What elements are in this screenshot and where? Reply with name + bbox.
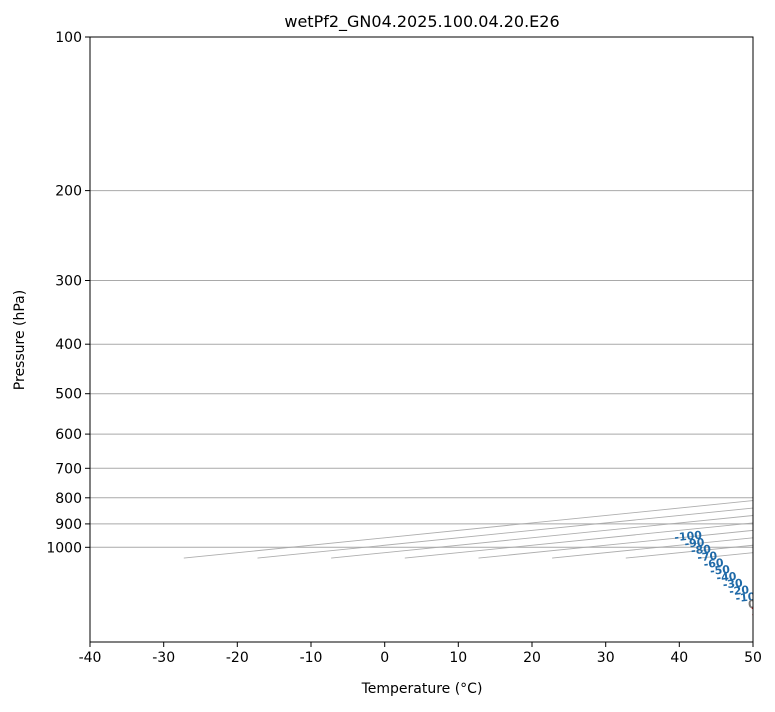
x-tick-label: 0: [380, 650, 389, 666]
y-tick-label: 600: [55, 427, 82, 443]
y-tick-label: 1000: [46, 540, 82, 556]
x-tick-label: 20: [523, 650, 541, 666]
x-tick-label: 40: [670, 650, 688, 666]
y-tick-label: 500: [55, 387, 82, 403]
x-tick-label: 30: [597, 650, 615, 666]
y-tick-label: 300: [55, 274, 82, 290]
y-tick-label: 900: [55, 517, 82, 533]
y-tick-label: 400: [55, 337, 82, 353]
x-tick-label: -30: [152, 650, 175, 666]
chart-title: wetPf2_GN04.2025.100.04.20.E26: [284, 12, 559, 32]
y-tick-label: 800: [55, 491, 82, 507]
y-tick-label: 700: [55, 461, 82, 477]
y-axis-label: Pressure (hPa): [12, 290, 28, 390]
y-tick-label: 200: [55, 184, 82, 200]
x-tick-label: -10: [300, 650, 323, 666]
x-tick-label: -40: [79, 650, 102, 666]
x-axis-label: Temperature (°C): [361, 681, 483, 697]
x-tick-label: -20: [226, 650, 249, 666]
y-tick-label: 100: [55, 30, 82, 46]
x-tick-label: 10: [449, 650, 467, 666]
x-tick-label: 50: [744, 650, 762, 666]
